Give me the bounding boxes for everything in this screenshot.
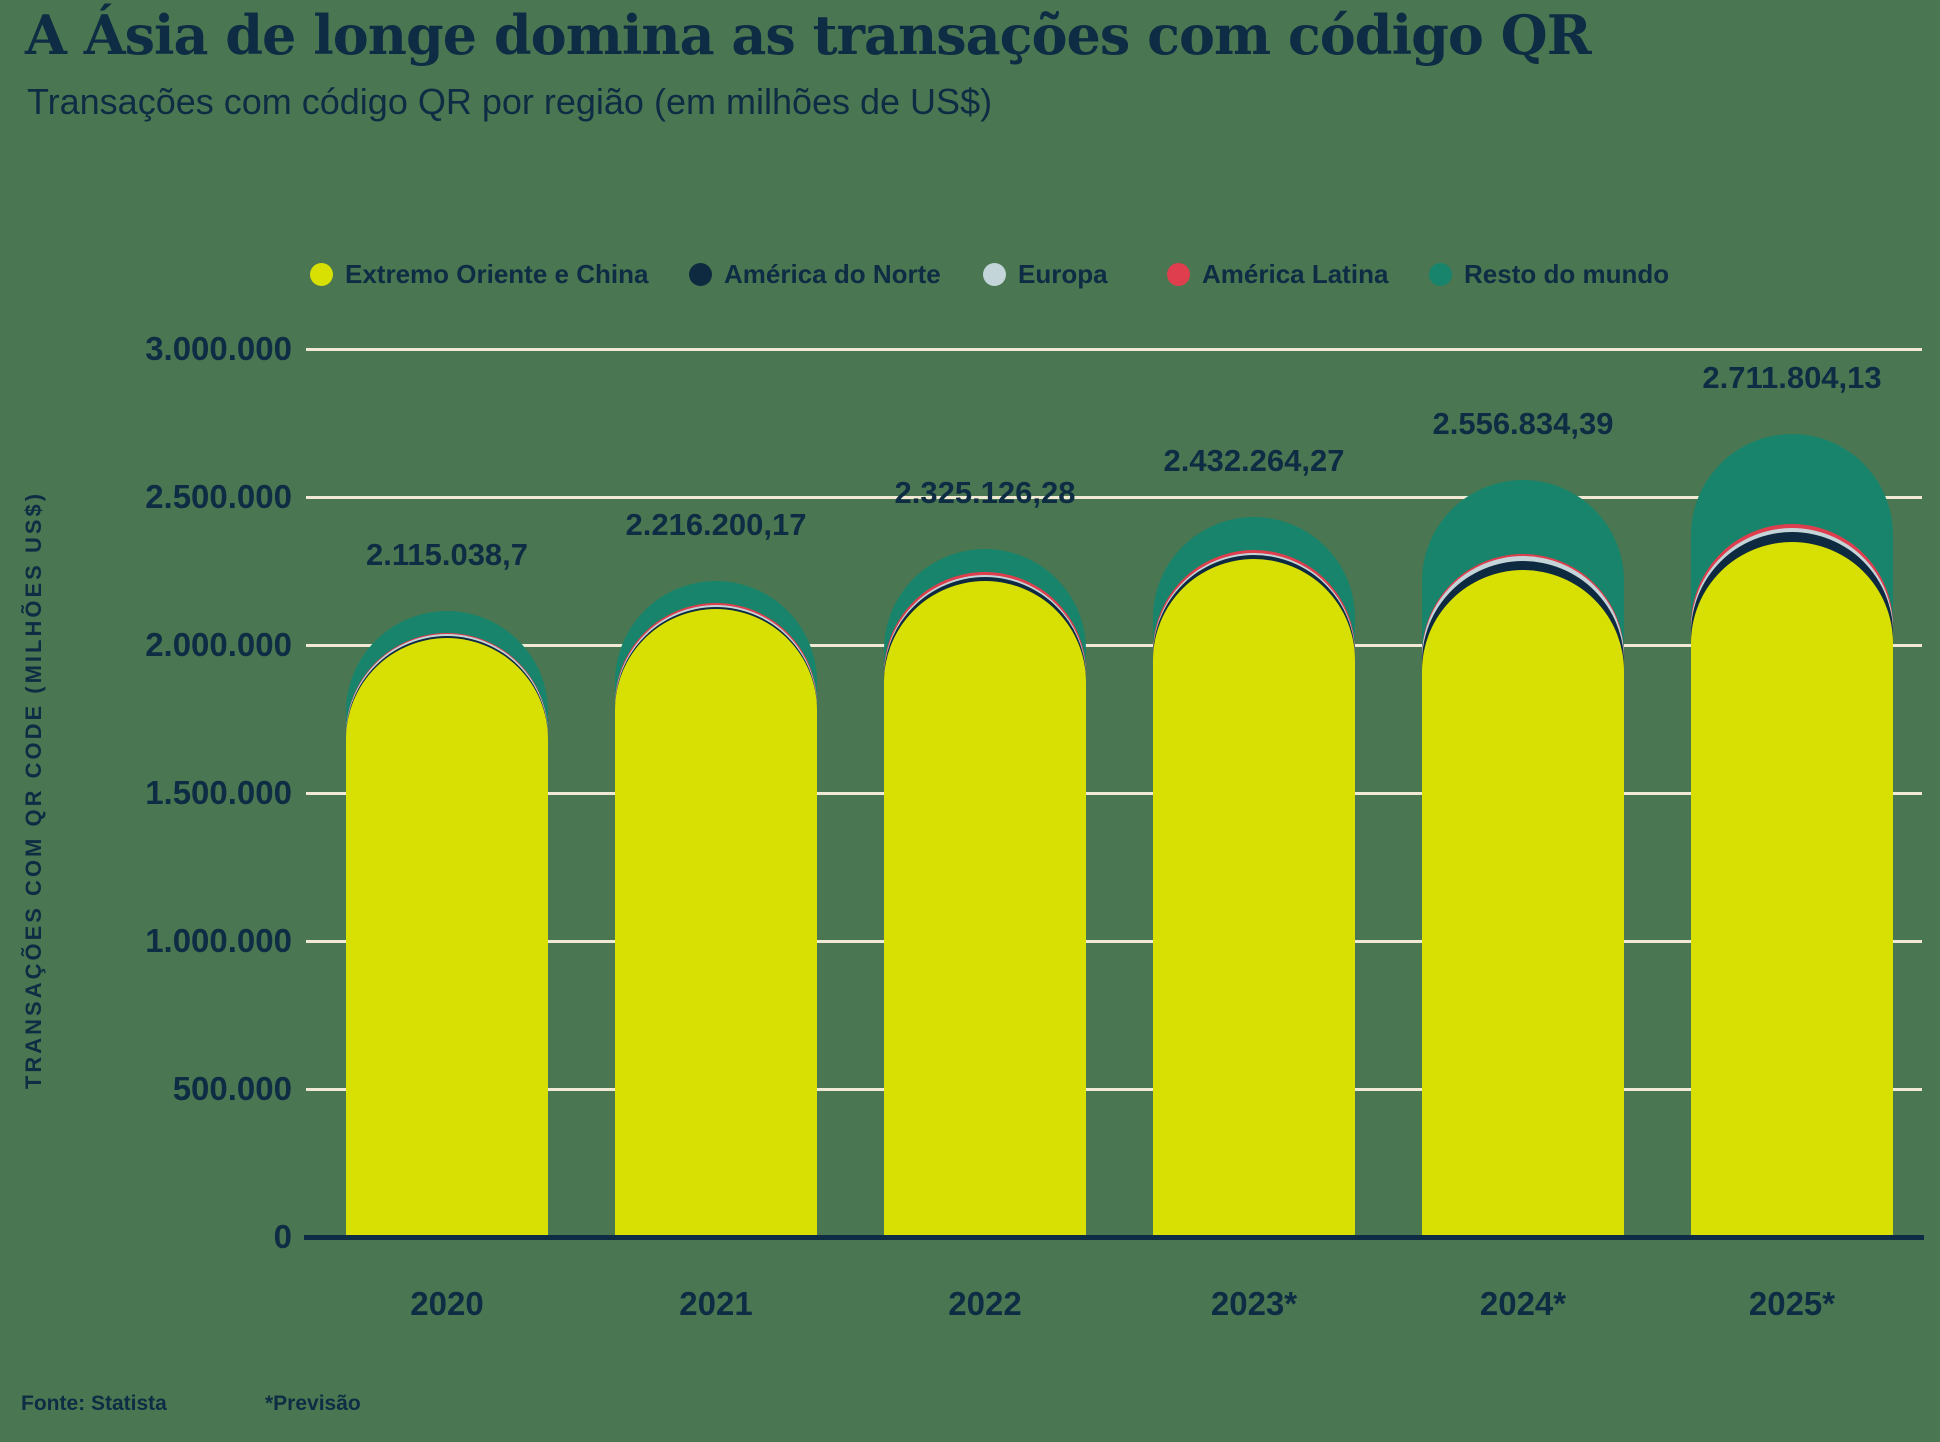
legend-label: Resto do mundo	[1464, 258, 1670, 289]
total-label-2022: 2.325.126,28	[894, 474, 1076, 510]
total-label-2020: 2.115.038,7	[365, 536, 529, 572]
legend-label: América do Norte	[724, 258, 941, 289]
chart-title: A Ásia de longe domina as transações com…	[25, 3, 1592, 67]
x-tick-2023: 2023*	[1210, 1285, 1298, 1322]
y-tick-3000000: 3.000.000	[145, 330, 292, 367]
gridline-1500000	[306, 792, 1922, 795]
y-tick-2500000: 2.500.000	[145, 478, 292, 515]
legend-dot-europa	[983, 262, 1006, 286]
legend-item-extremo-oriente-e-china: Extremo Oriente e China	[310, 258, 648, 290]
bar-2021-extremo-oriente-e-china	[615, 609, 817, 1237]
x-axis-line	[304, 1235, 1924, 1240]
bar-2020-extremo-oriente-e-china	[346, 637, 548, 1237]
bar-2023-extremo-oriente-e-china	[1153, 559, 1355, 1237]
gridline-2000000	[306, 644, 1922, 647]
total-label-2021: 2.216.200,17	[625, 507, 807, 542]
x-tick-2020: 2020	[410, 1285, 484, 1322]
legend-label: Extremo Oriente e China	[345, 258, 649, 289]
y-tick-1500000: 1.500.000	[145, 774, 292, 811]
forecast-note: *Previsão	[265, 1392, 361, 1415]
gridline-3000000	[306, 348, 1922, 351]
legend-label: América Latina	[1202, 258, 1389, 289]
chart-subtitle: Transações com código QR por região (em …	[27, 81, 993, 122]
bar-2025-extremo-oriente-e-china	[1691, 542, 1893, 1237]
y-tick-1000000: 1.000.000	[145, 922, 292, 959]
legend-dot-america-latina	[1167, 262, 1190, 286]
y-tick-500000: 500.000	[172, 1070, 292, 1107]
legend-item-resto-do-mundo: Resto do mundo	[1429, 258, 1669, 290]
bar-2024-extremo-oriente-e-china	[1422, 570, 1624, 1237]
y-tick-0: 0	[273, 1218, 292, 1255]
gridline-500000	[306, 1088, 1922, 1091]
x-tick-2021: 2021	[679, 1285, 753, 1322]
bar-2022-extremo-oriente-e-china	[884, 581, 1086, 1237]
x-tick-2022: 2022	[948, 1285, 1022, 1322]
legend-dot-resto-do-mundo	[1429, 262, 1452, 286]
legend-item-europa: Europa	[983, 258, 1108, 290]
total-label-2024: 2.556.834,39	[1432, 406, 1614, 442]
x-tick-2025: 2025*	[1748, 1285, 1836, 1322]
total-label-2023: 2.432.264,27	[1163, 443, 1345, 479]
legend-dot-extremo-oriente-e-china	[310, 262, 333, 286]
y-tick-2000000: 2.000.000	[145, 626, 292, 663]
legend-item-america-latina: América Latina	[1167, 258, 1388, 290]
gridline-1000000	[306, 940, 1922, 943]
gridline-2500000	[306, 496, 1922, 499]
source-label: Fonte: Statista	[21, 1392, 167, 1415]
legend-item-america-do-norte: América do Norte	[689, 258, 941, 290]
legend-dot-america-do-norte	[689, 262, 712, 286]
legend-label: Europa	[1018, 258, 1108, 289]
total-label-2025: 2.711.804,13	[1702, 360, 1882, 396]
x-tick-2024: 2024*	[1479, 1285, 1567, 1322]
